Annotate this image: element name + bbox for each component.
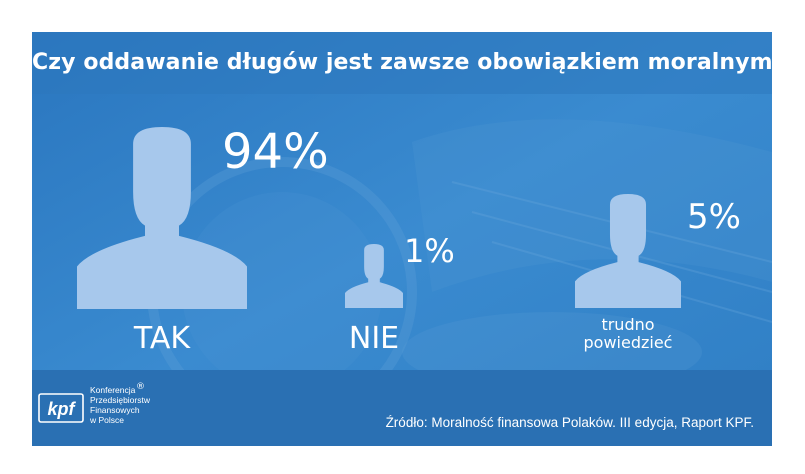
source-note: Źródło: Moralność finansowa Polaków. III… <box>385 415 754 430</box>
logo-line-4: w Polsce <box>90 415 125 425</box>
chart-title: Czy oddawanie długów jest zawsze obowiąz… <box>32 50 772 75</box>
value-label-tak: 94% <box>222 124 329 180</box>
footer-band <box>32 370 772 446</box>
logo-line-1: Konferencja <box>90 385 136 395</box>
category-label-nie: NIE <box>348 321 400 356</box>
value-label-nie: 1% <box>404 232 455 270</box>
category-label-trudno-line1: trudno <box>601 315 655 334</box>
kpf-logo: kpf <box>38 393 84 423</box>
infographic: Czy oddawanie długów jest zawsze obowiąz… <box>32 32 772 446</box>
value-label-trudno: 5% <box>687 197 741 237</box>
person-silhouette-icon <box>575 194 681 308</box>
category-label-trudno: trudno powiedzieć <box>563 315 693 353</box>
logo-text: Konferencja Przedsiębiorstw Finansowych … <box>90 385 150 425</box>
registered-mark: ® <box>136 382 145 392</box>
logo-line-2: Przedsiębiorstw <box>90 395 150 405</box>
logo-mark: kpf <box>48 399 77 419</box>
person-silhouette-icon <box>345 244 403 308</box>
category-label-trudno-line2: powiedzieć <box>583 333 673 353</box>
person-silhouette-icon <box>77 127 247 309</box>
logo-line-3: Finansowych <box>90 405 140 415</box>
category-label-tak: TAK <box>133 321 191 356</box>
